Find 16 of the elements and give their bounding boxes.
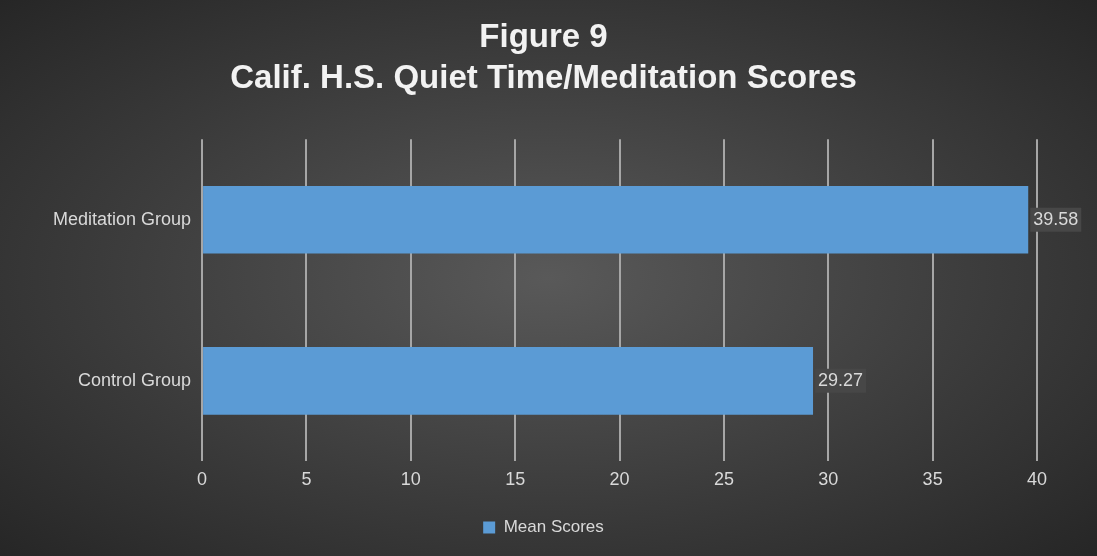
x-tick-label: 10 <box>400 469 421 490</box>
chart-title: Figure 9 <box>479 16 608 54</box>
legend-label: Mean Scores <box>503 517 604 537</box>
y-tick-label: Control Group <box>78 369 192 390</box>
x-tick-label: 30 <box>818 469 839 490</box>
data-label: 39.58 <box>1033 208 1079 229</box>
chart-subtitle: Calif. H.S. Quiet Time/Meditation Scores <box>230 58 857 96</box>
x-tick-label: 0 <box>197 469 208 490</box>
x-tick-label: 20 <box>609 469 630 490</box>
data-label: 29.27 <box>818 369 864 390</box>
x-tick-label: 35 <box>922 469 943 490</box>
y-tick-label: Meditation Group <box>53 208 192 229</box>
x-tick-label: 15 <box>505 469 526 490</box>
x-tick-label: 40 <box>1026 469 1048 490</box>
x-tick-label: 5 <box>301 469 312 490</box>
x-tick-label: 25 <box>713 469 734 490</box>
